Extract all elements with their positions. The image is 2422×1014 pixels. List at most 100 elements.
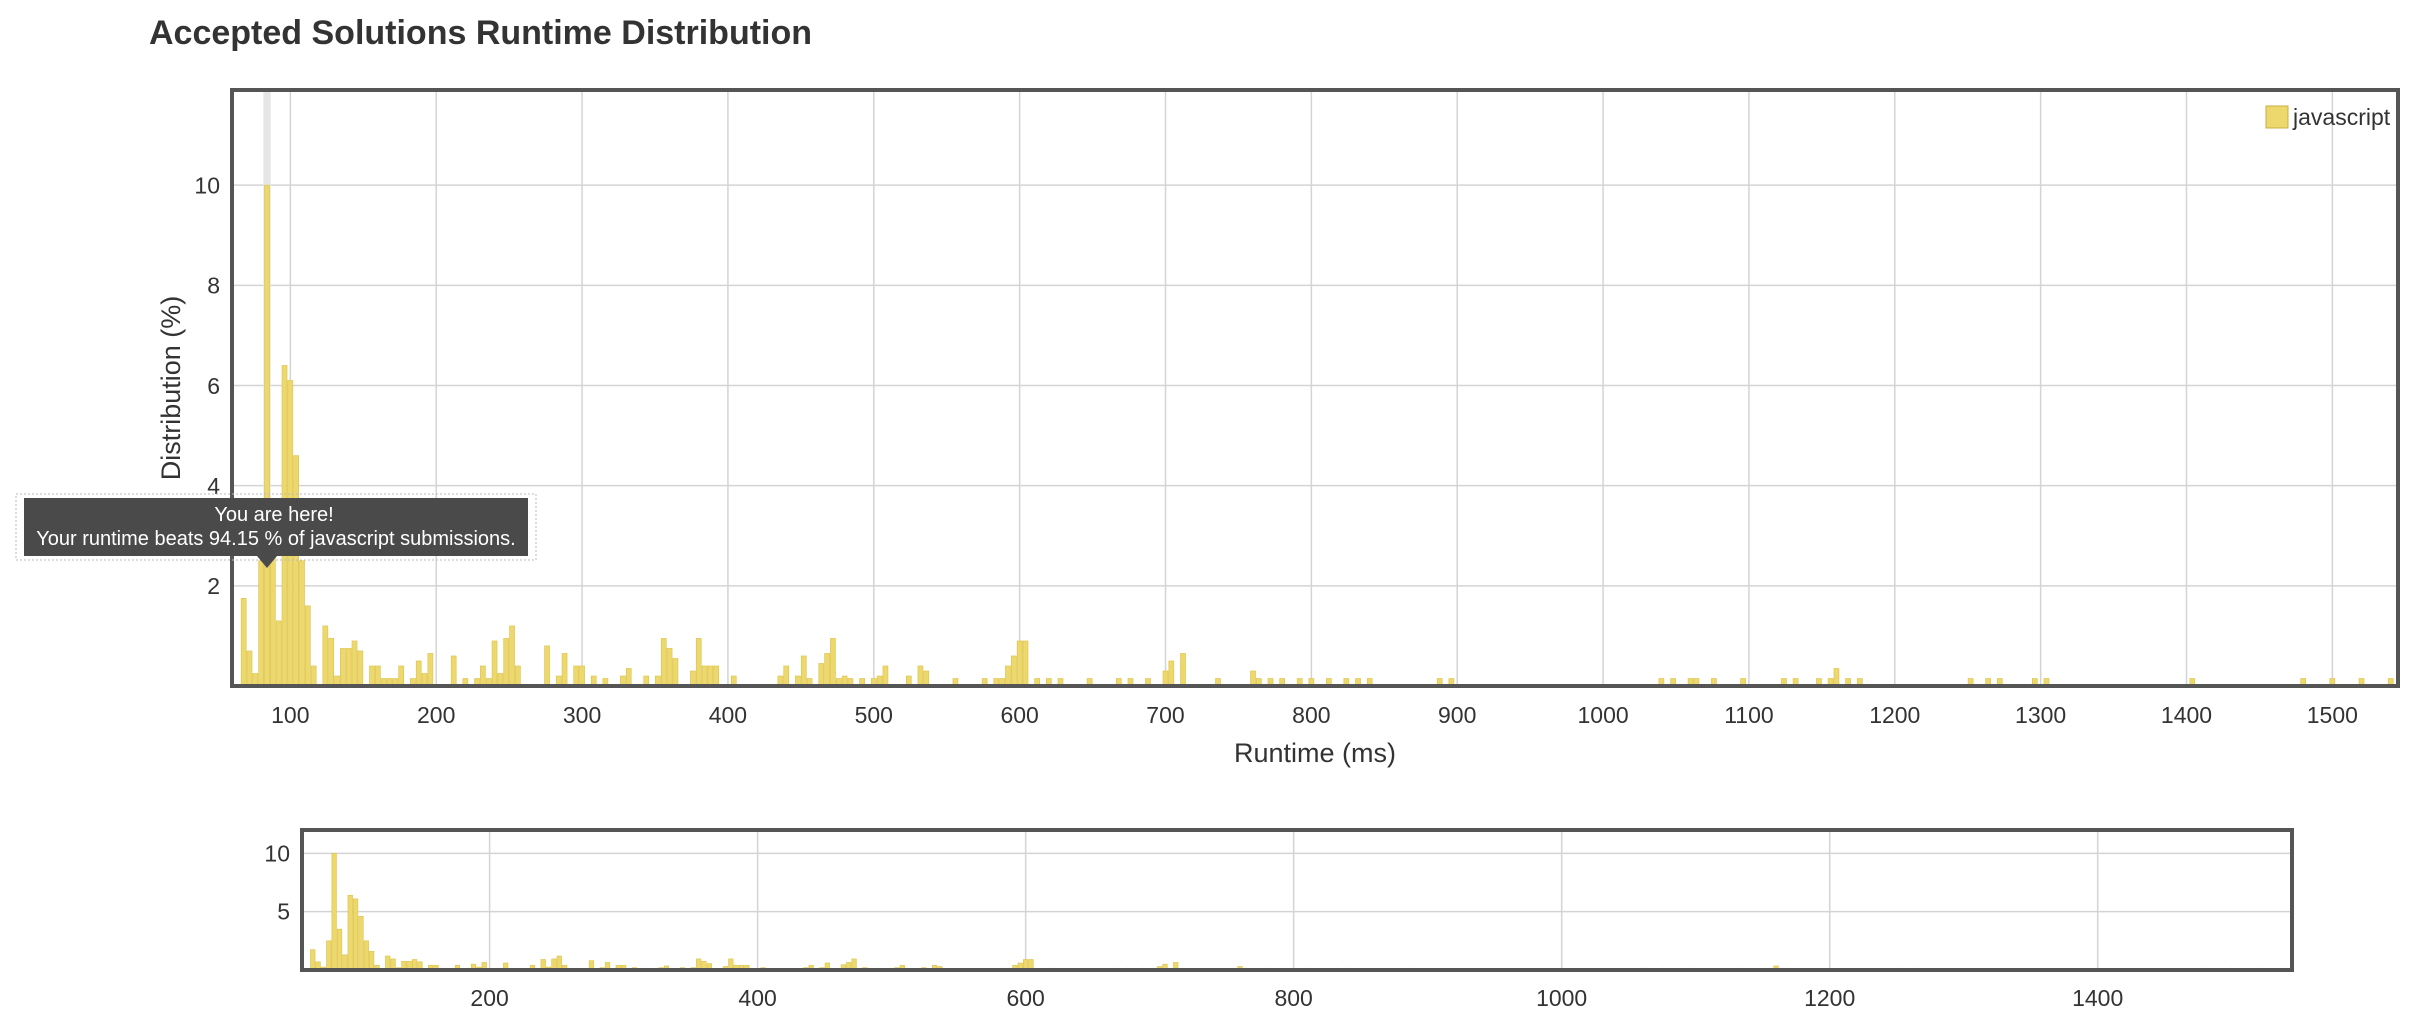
main-bar[interactable] [1833, 668, 1840, 687]
main-bar[interactable] [340, 648, 346, 687]
main-bar[interactable] [310, 665, 317, 687]
main-bar[interactable] [398, 665, 405, 687]
main-bar[interactable] [515, 665, 521, 687]
tooltip-line-1: You are here! [214, 504, 333, 526]
main-bar[interactable] [666, 648, 673, 687]
x-tick-label: 600 [1006, 985, 1044, 1011]
main-bar[interactable] [818, 663, 825, 687]
main-bars[interactable] [240, 184, 2394, 687]
tooltip-outline [15, 493, 537, 561]
navigator-bar [342, 954, 348, 971]
x-tick-label: 1500 [2307, 702, 2358, 728]
main-bar[interactable] [322, 625, 329, 687]
main-bar[interactable] [375, 665, 381, 687]
main-bar[interactable] [240, 598, 247, 687]
main-bar[interactable] [369, 665, 375, 687]
main-bar[interactable] [824, 653, 830, 687]
main-bar[interactable] [345, 648, 352, 687]
main-bar[interactable] [695, 638, 702, 687]
x-tick-label: 1400 [2161, 702, 2212, 728]
main-bar[interactable] [1162, 670, 1169, 687]
main-bar[interactable] [328, 638, 335, 687]
main-bar[interactable] [917, 665, 924, 687]
x-tick-label: 300 [563, 702, 601, 728]
x-axis-title: Runtime (ms) [1234, 738, 1396, 768]
main-grid [232, 90, 2398, 686]
y-tick-label: 5 [277, 899, 290, 925]
main-bar[interactable] [690, 670, 696, 687]
main-bar[interactable] [264, 184, 270, 687]
main-bar[interactable] [561, 653, 568, 687]
main-bar[interactable] [427, 653, 434, 687]
main-bar[interactable] [275, 620, 282, 687]
main-bar[interactable] [1010, 655, 1017, 687]
main-bar[interactable] [246, 650, 253, 687]
main-bar[interactable] [293, 455, 299, 687]
main-bar[interactable] [707, 665, 714, 687]
navigator-frame[interactable] [300, 828, 2294, 972]
page-title: Accepted Solutions Runtime Distribution [149, 14, 813, 52]
main-plot-frame [230, 88, 2400, 688]
main-bar[interactable] [415, 660, 422, 687]
tooltip-box [24, 498, 528, 556]
x-tick-label: 1200 [1869, 702, 1920, 728]
navigator-bar [363, 940, 369, 971]
x-tick-label: 1000 [1577, 702, 1628, 728]
main-bar[interactable] [1180, 653, 1186, 687]
main-bar[interactable] [1016, 640, 1023, 687]
main-bar[interactable] [672, 658, 679, 687]
navigator-bar [331, 853, 337, 971]
x-tick-label: 600 [1000, 702, 1038, 728]
main-bar[interactable] [1022, 640, 1029, 687]
x-tick-label: 900 [1438, 702, 1476, 728]
main-bar[interactable] [783, 665, 790, 687]
navigator-bar [556, 955, 562, 971]
main-bar[interactable] [800, 655, 807, 687]
navigator-bar [358, 916, 364, 971]
main-y-tick-labels: 2 4 6 8 10 [194, 172, 220, 599]
main-bar[interactable] [701, 665, 708, 687]
x-tick-label: 400 [709, 702, 747, 728]
legend-swatch-javascript[interactable] [2265, 105, 2289, 129]
main-bar[interactable] [491, 640, 498, 687]
main-bar[interactable] [882, 665, 889, 687]
navigator-x-tick-labels: 200 400 600 800 1000 1200 1400 [470, 985, 2123, 1011]
main-bar[interactable] [299, 560, 305, 687]
main-bar[interactable] [503, 638, 510, 687]
main-bar[interactable] [579, 665, 585, 687]
legend[interactable]: javascript [2265, 104, 2391, 130]
main-bar[interactable] [1168, 660, 1175, 687]
main-bar[interactable] [258, 560, 264, 687]
main-bar[interactable] [830, 638, 836, 687]
navigator-bar [385, 955, 391, 971]
navigator-bar [353, 898, 359, 971]
main-bar[interactable] [660, 638, 667, 687]
main-bar[interactable] [450, 655, 457, 687]
main-bar[interactable] [480, 665, 486, 687]
legend-label-javascript[interactable]: javascript [2292, 104, 2391, 130]
x-tick-label: 400 [738, 985, 776, 1011]
x-tick-label: 800 [1292, 702, 1330, 728]
main-bar[interactable] [509, 625, 515, 687]
y-tick-label: 8 [207, 273, 220, 299]
main-bar[interactable] [713, 665, 720, 687]
y-tick-label: 4 [207, 473, 220, 499]
main-bar[interactable] [544, 645, 550, 687]
main-bar[interactable] [625, 668, 632, 687]
main-bar[interactable] [923, 670, 930, 687]
x-tick-label: 1300 [2015, 702, 2066, 728]
y-tick-label: 10 [194, 172, 220, 198]
navigator-bar [336, 928, 343, 971]
main-bar[interactable] [357, 650, 364, 687]
main-bar[interactable] [305, 605, 311, 687]
navigator-bar [347, 895, 353, 971]
x-tick-label: 1400 [2072, 985, 2123, 1011]
main-bar[interactable] [573, 665, 580, 687]
x-tick-label: 200 [470, 985, 508, 1011]
y-tick-label: 10 [264, 840, 290, 866]
main-bar[interactable] [351, 640, 358, 687]
y-axis-title: Distribution (%) [156, 296, 186, 481]
main-bar[interactable] [1250, 670, 1256, 687]
main-bar[interactable] [1005, 665, 1011, 687]
